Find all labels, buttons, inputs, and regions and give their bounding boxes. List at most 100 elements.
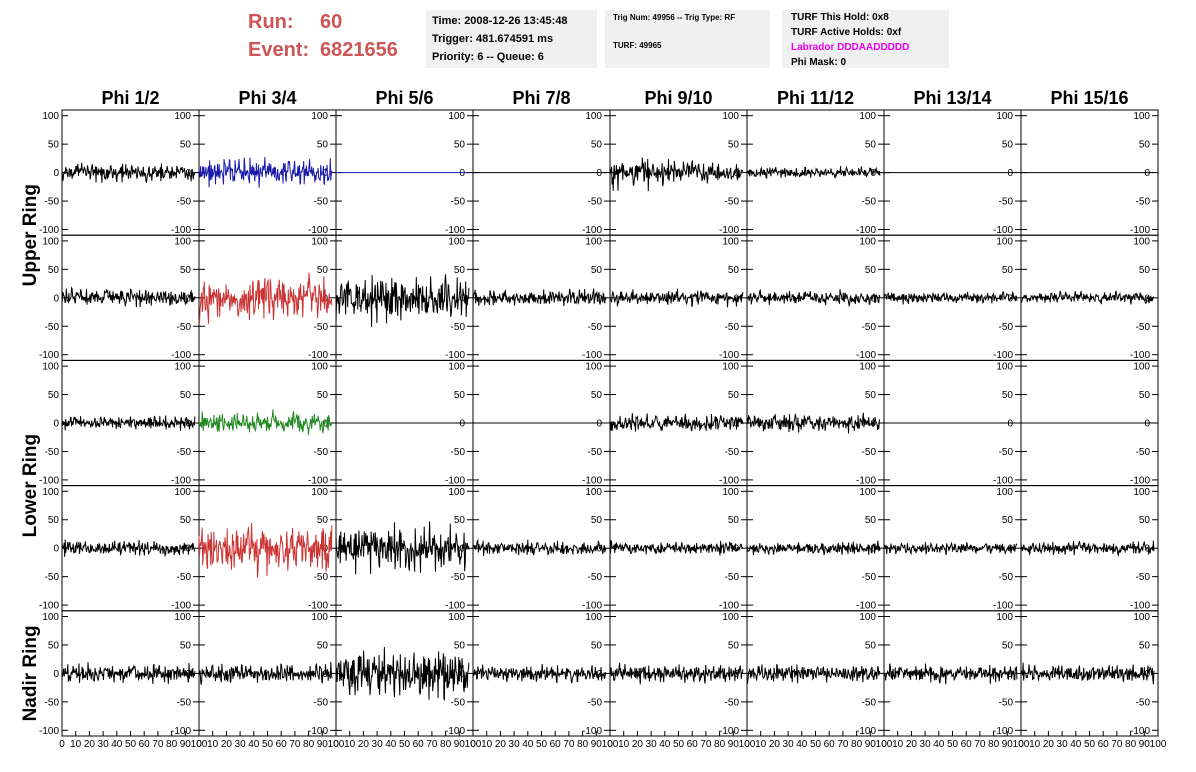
- y-tick-label: -100: [39, 225, 59, 236]
- y-tick-label: 100: [448, 487, 465, 498]
- x-tick-label: 90: [591, 739, 603, 750]
- y-tick-label: 100: [996, 487, 1013, 498]
- y-tick-label: -100: [445, 601, 465, 612]
- y-tick-label: -50: [451, 322, 466, 333]
- y-tick-label: 50: [317, 390, 329, 401]
- y-tick-label: 100: [859, 111, 876, 122]
- y-tick-label: 100: [1133, 236, 1150, 247]
- y-tick-label: 100: [859, 236, 876, 247]
- waveform-line: [335, 274, 470, 328]
- time-text: Time: 2008-12-26 13:45:48: [432, 15, 568, 27]
- y-tick-label: -50: [725, 322, 740, 333]
- phi-header: Phi 11/12: [777, 88, 854, 108]
- x-tick-label: 0: [607, 739, 613, 750]
- run-line: Run: 60: [248, 8, 418, 36]
- ring-label: Lower Ring: [20, 434, 41, 537]
- y-tick-label: -50: [725, 572, 740, 583]
- y-tick-label: 50: [48, 640, 60, 651]
- y-tick-label: -100: [39, 726, 59, 737]
- x-tick-label: 60: [276, 739, 288, 750]
- y-tick-label: -50: [1136, 572, 1151, 583]
- x-tick-label: 40: [659, 739, 671, 750]
- x-tick-label: 80: [851, 739, 863, 750]
- x-tick-label: 30: [98, 739, 110, 750]
- y-tick-label: 100: [859, 487, 876, 498]
- x-tick-label: 40: [248, 739, 260, 750]
- y-tick-label: 100: [448, 236, 465, 247]
- y-tick-label: -50: [45, 322, 60, 333]
- x-tick-label: 30: [235, 739, 247, 750]
- waveform-line: [746, 540, 881, 556]
- waveform-line: [61, 162, 196, 184]
- x-tick-label: 90: [1002, 739, 1014, 750]
- waveform-line: [609, 288, 744, 308]
- y-tick-label: -100: [171, 350, 191, 361]
- y-tick-label: 100: [311, 362, 328, 373]
- x-tick-label: 0: [881, 739, 887, 750]
- phi-header: Phi 1/2: [101, 88, 159, 108]
- y-tick-label: 0: [1144, 544, 1150, 555]
- waveform-line: [1020, 662, 1155, 685]
- x-tick-label: 10: [70, 739, 82, 750]
- y-tick-label: -100: [1130, 726, 1150, 737]
- y-tick-label: -100: [445, 225, 465, 236]
- y-tick-label: 100: [585, 612, 602, 623]
- x-tick-label: 90: [1139, 739, 1151, 750]
- x-tick-label: 70: [426, 739, 438, 750]
- y-tick-label: 50: [48, 140, 60, 151]
- turf-hold-text: TURF This Hold: 0x8: [791, 12, 889, 23]
- waveform-line: [746, 165, 881, 180]
- waveform-line: [472, 664, 607, 684]
- y-tick-label: -100: [1130, 350, 1150, 361]
- y-tick-label: 100: [996, 236, 1013, 247]
- x-tick-label: 0: [59, 739, 65, 750]
- y-tick-label: 0: [53, 419, 59, 430]
- y-tick-label: -100: [719, 225, 739, 236]
- x-tick-label: 80: [1125, 739, 1137, 750]
- y-tick-label: 50: [865, 515, 877, 526]
- y-tick-label: -50: [999, 697, 1014, 708]
- y-tick-label: 50: [1002, 140, 1014, 151]
- y-tick-label: -50: [1136, 197, 1151, 208]
- x-tick-label: 80: [988, 739, 1000, 750]
- y-tick-label: -50: [1136, 322, 1151, 333]
- waveform-line: [61, 662, 196, 685]
- y-tick-label: -50: [588, 697, 603, 708]
- x-tick-label: 10: [1029, 739, 1041, 750]
- y-tick-label: -50: [451, 572, 466, 583]
- y-tick-label: -100: [308, 225, 328, 236]
- x-tick-label: 50: [536, 739, 548, 750]
- y-tick-label: 100: [311, 487, 328, 498]
- y-tick-label: 100: [1133, 612, 1150, 623]
- waveform-line: [472, 288, 607, 306]
- x-tick-label: 100: [465, 739, 482, 750]
- y-tick-label: 0: [53, 293, 59, 304]
- y-tick-label: -100: [582, 601, 602, 612]
- x-tick-label: 40: [933, 739, 945, 750]
- y-tick-label: 100: [722, 487, 739, 498]
- y-tick-label: -100: [1130, 601, 1150, 612]
- y-tick-label: 100: [448, 111, 465, 122]
- y-tick-label: 0: [596, 168, 602, 179]
- y-tick-label: 100: [722, 111, 739, 122]
- x-tick-label: 40: [385, 739, 397, 750]
- waveform-line: [1020, 540, 1155, 557]
- y-tick-label: 50: [865, 640, 877, 651]
- y-tick-label: -100: [719, 475, 739, 486]
- labrador-text: Labrador DDDAADDDDD: [791, 42, 910, 53]
- y-tick-label: -50: [451, 697, 466, 708]
- x-tick-label: 90: [728, 739, 740, 750]
- y-tick-label: -50: [588, 447, 603, 458]
- x-tick-label: 20: [495, 739, 507, 750]
- y-tick-label: 100: [722, 612, 739, 623]
- phi-mask-text: Phi Mask: 0: [791, 57, 847, 68]
- y-tick-label: 50: [317, 265, 329, 276]
- y-tick-label: 100: [1133, 487, 1150, 498]
- phi-header: Phi 13/14: [913, 88, 991, 108]
- y-tick-label: 100: [722, 362, 739, 373]
- x-tick-label: 90: [865, 739, 877, 750]
- y-tick-label: 0: [459, 419, 465, 430]
- y-tick-label: 50: [180, 515, 192, 526]
- y-tick-label: 100: [859, 362, 876, 373]
- y-tick-label: 50: [1139, 265, 1151, 276]
